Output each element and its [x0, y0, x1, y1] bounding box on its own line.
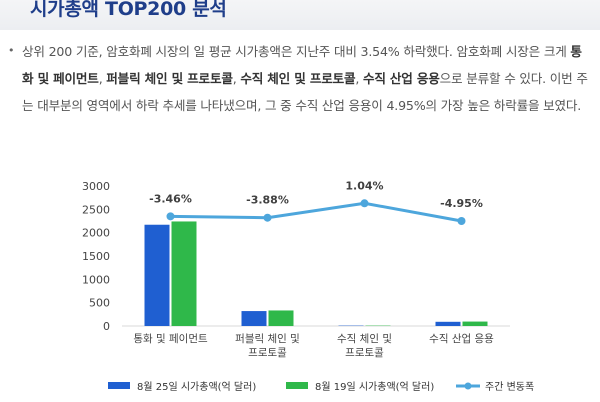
line-point — [360, 199, 369, 208]
line-point — [166, 212, 175, 221]
separator: , — [355, 71, 363, 86]
bar — [268, 310, 294, 326]
y-tick-label: 500 — [89, 297, 110, 310]
legend-swatch — [108, 382, 130, 389]
x-tick-label: 퍼블릭 체인 및 — [235, 333, 300, 345]
legend-label: 8월 25일 시가총액(억 달러) — [137, 381, 256, 393]
series-line — [170, 201, 462, 223]
data-label: -4.95% — [440, 197, 483, 210]
y-tick-label: 1500 — [82, 250, 110, 263]
separator: , — [232, 71, 241, 86]
legend-label: 8월 19일 시가총액(억 달러) — [315, 381, 434, 393]
data-label: -3.88% — [246, 194, 289, 207]
line-point — [263, 213, 272, 222]
y-tick-label: 2000 — [82, 227, 110, 240]
x-tick-label: 통화 및 페이먼트 — [133, 333, 208, 345]
bar — [144, 224, 170, 326]
bar — [241, 311, 267, 326]
category-currency-payment: 통화 및 페이먼트 — [22, 44, 582, 86]
title-bar — [0, 0, 600, 30]
legend-swatch — [286, 382, 308, 389]
category-vertical-industry: 수직 산업 응용 — [362, 71, 440, 86]
summary-intro: 상위 200 기준, 암호화폐 시장의 일 평균 시가총액은 지난주 대비 3.… — [22, 44, 571, 59]
bar — [171, 221, 197, 326]
x-tick-label: 프로토콜 — [345, 347, 384, 359]
x-tick-label: 수직 체인 및 — [337, 333, 392, 345]
y-tick-label: 2500 — [82, 203, 110, 216]
category-vertical-chain: 수직 체인 및 프로토콜 — [240, 71, 356, 86]
x-tick-label: 수직 산업 응용 — [429, 332, 494, 345]
bullet-marker: • — [8, 44, 15, 57]
legend-label: 주간 변동폭 — [485, 381, 534, 393]
line-point — [457, 217, 466, 225]
data-label: -3.46% — [149, 192, 192, 205]
x-tick-label: 프로토콜 — [248, 347, 287, 359]
page-title: 시가총액 TOP200 분석 — [30, 0, 227, 20]
bar — [435, 321, 461, 326]
y-tick-label: 3000 — [82, 180, 110, 193]
bar — [462, 321, 488, 326]
summary-paragraph: 상위 200 기준, 암호화폐 시장의 일 평균 시가총액은 지난주 대비 3.… — [22, 38, 592, 119]
y-tick-label: 1000 — [82, 273, 110, 286]
summary-outro: 으로 분류할 수 있다. 이번 주는 대부분의 영역에서 하락 추세를 나타냈으… — [22, 71, 588, 113]
data-label: 1.04% — [345, 179, 383, 192]
y-tick-label: 0 — [103, 320, 110, 333]
category-public-chain: 퍼블릭 체인 및 프로토콜 — [106, 71, 233, 86]
market-cap-chart: 0 500 1000 1500 2000 2500 3000 -3.46% -3.88% 1.04… — [82, 179, 534, 393]
separator: , — [98, 71, 107, 86]
legend-marker — [464, 382, 472, 390]
